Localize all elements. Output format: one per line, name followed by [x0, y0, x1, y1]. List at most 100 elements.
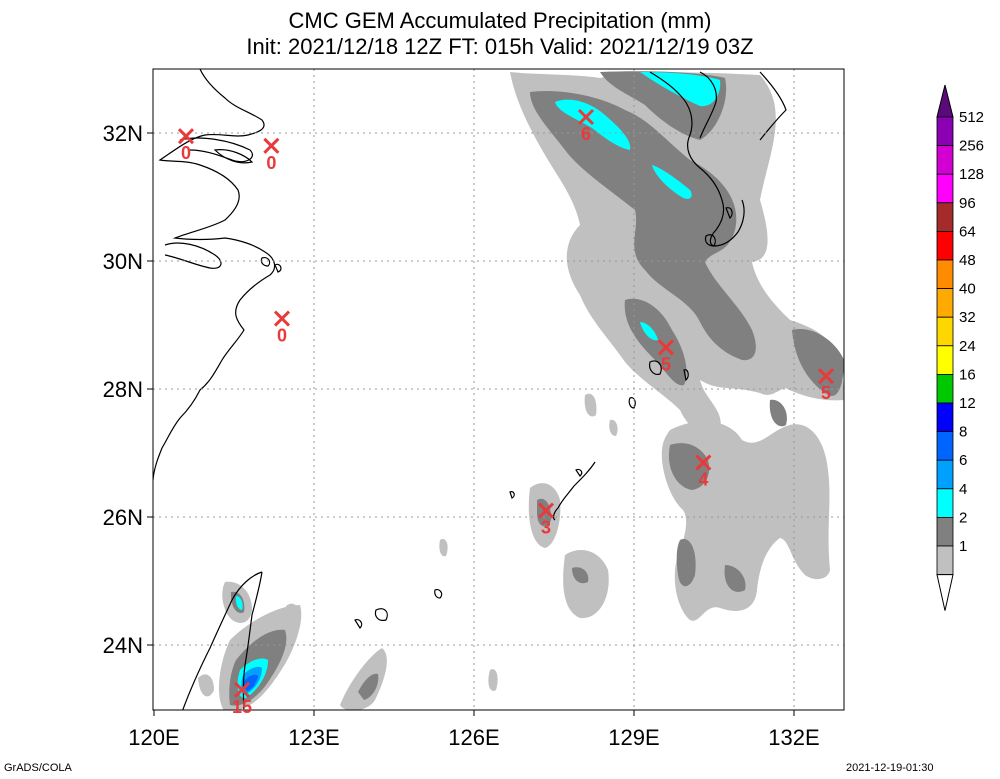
shikoku-coast [759, 71, 787, 141]
colorbar-level-label: 256 [959, 138, 984, 155]
colorbar-level-label: 1 [959, 538, 967, 555]
station-marker: 15 [232, 681, 252, 717]
station-marker: 0 [273, 310, 291, 346]
colorbar-swatch [936, 373, 954, 404]
yangtze-island [213, 149, 254, 164]
gridlines [153, 69, 844, 710]
kyushu-east-coast [699, 71, 717, 139]
marker-cross-icon [263, 137, 280, 154]
precip-dark-south-east-1 [668, 443, 710, 490]
colorbar-swatch [936, 173, 954, 204]
colorbar-level-label: 8 [959, 424, 967, 441]
colorbar-level-label: 48 [959, 252, 976, 269]
precip-light-south-126e [488, 669, 498, 691]
lon-label-123e: 123E [288, 725, 339, 750]
footer-credit: GrADS/COLA [4, 762, 72, 774]
china-coastline [153, 69, 276, 481]
colorbar-swatch [936, 202, 954, 232]
tokara-islands [704, 207, 733, 247]
station-marker: 0 [263, 137, 280, 173]
sakishima-islands [354, 589, 443, 629]
amami-islands [628, 360, 689, 409]
footer-timestamp: 2021-12-19-01:30 [846, 762, 934, 774]
lat-label-26n: 26N [103, 505, 143, 530]
colorbar-level-label: 512 [959, 109, 984, 126]
marker-value-label: 15 [232, 697, 252, 717]
precip-light-small-1 [584, 393, 597, 417]
marker-value-label: 0 [266, 153, 276, 173]
coastlines [153, 69, 787, 710]
precip-cyan-amami [640, 322, 658, 341]
station-marker: 5 [817, 368, 835, 403]
colorbar-top-arrow [936, 84, 954, 118]
marker-value-label: 3 [541, 518, 551, 538]
map-title: CMC GEM Accumulated Precipitation (mm) [288, 8, 712, 33]
colorbar-swatch [936, 288, 954, 318]
colorbar-swatch [936, 259, 954, 290]
colorbar-level-label: 16 [959, 366, 976, 383]
lon-label-126e: 126E [448, 725, 499, 750]
lon-label-132e: 132E [768, 725, 819, 750]
colorbar-level-label: 2 [959, 509, 967, 526]
station-markers: 0 0 0 6 5 5 4 3 15 [177, 108, 835, 717]
precip-cyan-north-1 [555, 99, 631, 150]
precip-cyan-north-2 [652, 165, 692, 199]
precip-cyan-taiwan-north [235, 596, 243, 610]
colorbar-level-label: 4 [959, 481, 967, 498]
colorbar-swatch [936, 316, 954, 347]
marker-cross-icon [657, 339, 675, 356]
colorbar-swatch [936, 517, 954, 547]
yangtze-north-shore [179, 137, 253, 163]
colorbar-swatch [936, 545, 954, 576]
station-marker: 6 [577, 108, 595, 144]
hangzhou-bay [164, 242, 222, 269]
precip-dark-miyako [572, 567, 589, 584]
lat-label-28n: 28N [103, 377, 143, 402]
kyushu-coastline [649, 71, 745, 247]
marker-cross-icon [817, 368, 835, 385]
station-marker: 4 [695, 454, 712, 490]
colorbar-bottom-arrow [936, 574, 954, 611]
precip-dark-south-east-2 [676, 539, 696, 587]
colorbar-swatch [936, 459, 954, 490]
precip-dark-amami [624, 298, 687, 386]
map-subtitle: Init: 2021/12/18 12Z FT: 015h Valid: 202… [246, 34, 754, 59]
precip-light-small-3 [609, 419, 618, 436]
precip-cyan-north-top [640, 72, 721, 107]
marker-value-label: 5 [821, 383, 831, 403]
colorbar-swatch [936, 345, 954, 375]
station-marker: 5 [657, 339, 675, 374]
marker-cross-icon [177, 128, 195, 145]
colorbar-swatch [936, 230, 954, 261]
marker-cross-icon [537, 502, 555, 519]
colorbar-level-label: 24 [959, 338, 976, 355]
colorbar-level-label: 12 [959, 395, 976, 412]
axis-ticks [147, 132, 795, 716]
okinawa-islands [509, 461, 596, 521]
lon-label-120e: 120E [128, 725, 179, 750]
lon-label-129e: 129E [608, 725, 659, 750]
station-marker: 0 [177, 128, 195, 163]
marker-value-label: 4 [698, 470, 708, 490]
precip-light-south-123e [286, 603, 299, 622]
precip-light-miyako [563, 550, 609, 619]
precip-light-taiwan-west [198, 674, 214, 697]
station-marker: 3 [537, 502, 555, 538]
precip-dark-south-124e [358, 673, 379, 700]
marker-value-label: 0 [277, 326, 287, 346]
marker-value-label: 5 [661, 354, 671, 374]
colorbar-level-label: 64 [959, 223, 976, 240]
lat-label-32n: 32N [103, 121, 143, 146]
colorbar-swatch [936, 145, 954, 175]
colorbar-level-label: 40 [959, 281, 976, 298]
marker-cross-icon [233, 681, 251, 698]
lat-label-24n: 24N [103, 633, 143, 658]
islands-zhoushan [260, 257, 282, 273]
lat-label-30n: 30N [103, 249, 143, 274]
marker-cross-icon [577, 108, 595, 126]
colorbar-level-label: 6 [959, 452, 967, 469]
precip-light-south-124e [340, 648, 387, 710]
colorbar-swatch [936, 488, 954, 518]
